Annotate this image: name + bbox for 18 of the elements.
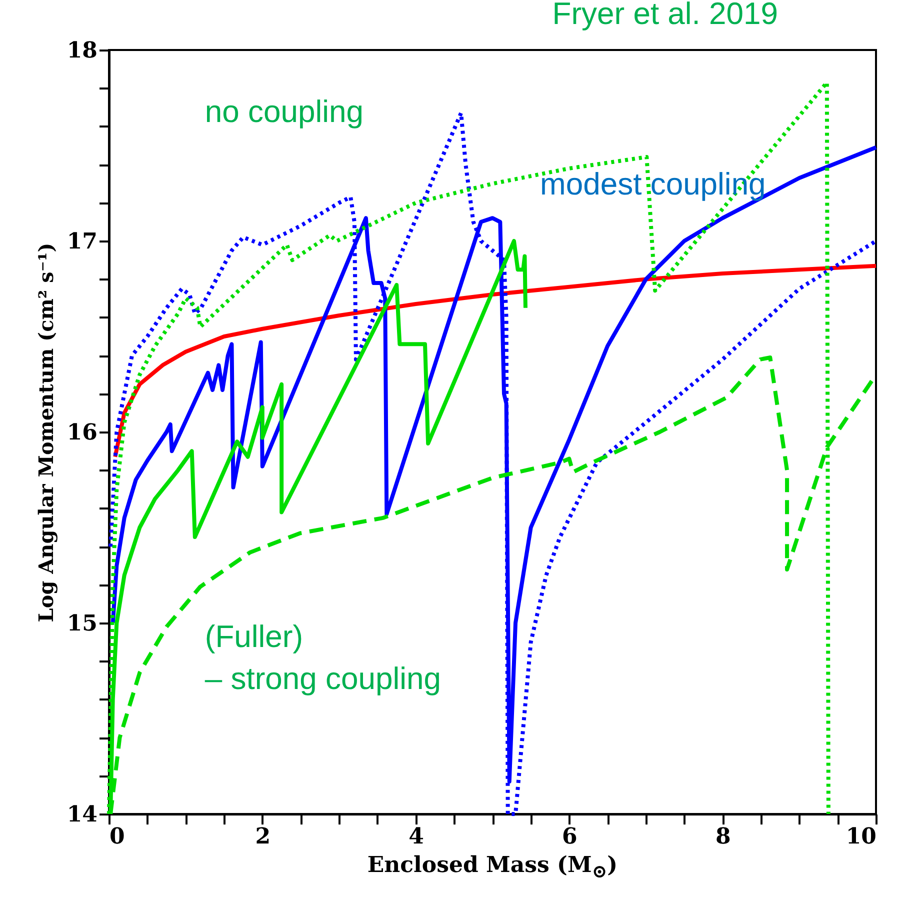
y-axis-title: Log Angular Momentum (cm² s⁻¹) (34, 242, 58, 622)
annotation: no coupling (204, 94, 364, 129)
x-tick-label: 0 (110, 824, 125, 850)
line-series (113, 264, 878, 459)
y-tick-label: 17 (66, 228, 98, 254)
x-tick-label: 2 (255, 824, 271, 850)
y-tick-label: 15 (66, 610, 98, 636)
y-tick-label: 18 (66, 38, 98, 64)
annotation: modest coupling (540, 166, 766, 202)
x-tick-label: 6 (562, 824, 578, 850)
y-tick-label: 14 (66, 802, 98, 828)
chart-title: Fryer et al. 2019 (552, 0, 778, 31)
x-tick-label: 8 (715, 824, 731, 850)
annotation: (Fuller) – strong coupling (204, 619, 441, 696)
x-tick-label: 4 (408, 824, 424, 850)
x-axis-title: Enclosed Mass (M$_{⊙}$) (366, 852, 619, 882)
x-tick-label: 10 (846, 824, 876, 850)
y-tick-label: 16 (66, 420, 98, 446)
